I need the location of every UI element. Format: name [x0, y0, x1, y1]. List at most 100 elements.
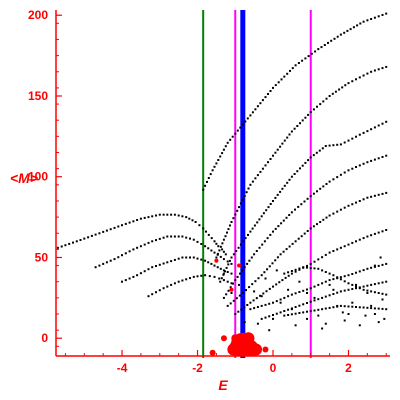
- data-point: [121, 280, 123, 283]
- data-point: [228, 259, 231, 262]
- data-point: [252, 299, 255, 302]
- data-point: [373, 313, 376, 315]
- data-point: [300, 203, 303, 206]
- data-point: [277, 225, 280, 228]
- data-point: [155, 214, 157, 217]
- data-point: [377, 307, 380, 310]
- data-point: [219, 267, 222, 270]
- data-point: [339, 33, 342, 36]
- data-point: [310, 52, 313, 55]
- data-point: [196, 257, 199, 260]
- data-point: [254, 280, 257, 283]
- data-point: [321, 308, 324, 311]
- data-point: [236, 209, 239, 212]
- data-point: [213, 251, 216, 254]
- data-point: [314, 50, 317, 53]
- data-point: [366, 19, 369, 22]
- data-point: [358, 306, 361, 309]
- data-point: [216, 252, 219, 255]
- data-point: [224, 145, 227, 148]
- data-point: [60, 245, 63, 248]
- data-point: [262, 292, 265, 295]
- data-point: [246, 117, 249, 120]
- data-point: [177, 257, 180, 260]
- data-point: [230, 262, 233, 265]
- data-point: [208, 275, 211, 278]
- data-point: [224, 253, 227, 256]
- data-point: [275, 312, 278, 315]
- data-point: [309, 262, 312, 265]
- data-point: [109, 259, 112, 262]
- data-point: [121, 254, 123, 257]
- data-point: [343, 289, 346, 292]
- highlight-points: [209, 258, 269, 357]
- highlight-point: [209, 349, 216, 356]
- data-point: [298, 268, 301, 271]
- data-point: [366, 161, 369, 164]
- data-point: [232, 217, 235, 220]
- data-point: [244, 237, 247, 240]
- data-point: [381, 156, 384, 158]
- data-point: [325, 183, 328, 185]
- data-point: [155, 239, 157, 242]
- data-point: [204, 245, 207, 248]
- data-point: [98, 264, 101, 267]
- data-point: [328, 306, 331, 309]
- data-point: [278, 281, 281, 284]
- data-point: [381, 230, 384, 233]
- data-point: [332, 306, 335, 309]
- data-point: [349, 28, 352, 31]
- data-point: [355, 271, 357, 274]
- data-point: [286, 181, 289, 184]
- highlight-point: [229, 287, 234, 292]
- data-point: [162, 236, 165, 239]
- data-point: [287, 288, 290, 291]
- data-point: [170, 260, 173, 263]
- data-point: [136, 219, 139, 221]
- data-point: [162, 262, 165, 265]
- data-point: [262, 212, 265, 215]
- data-point: [280, 78, 283, 81]
- data-point: [132, 275, 135, 278]
- data-point: [207, 233, 210, 236]
- data-point: [283, 184, 286, 187]
- data-point: [355, 135, 357, 138]
- data-point: [151, 215, 154, 218]
- data-point: [385, 308, 388, 311]
- data-point: [303, 232, 306, 235]
- data-point: [296, 125, 299, 127]
- data-point: [224, 270, 226, 273]
- data-point: [261, 167, 264, 170]
- data-point: [317, 298, 320, 301]
- data-point: [298, 312, 301, 314]
- data-point: [132, 220, 135, 223]
- data-point: [289, 69, 291, 72]
- data-point: [287, 308, 290, 311]
- data-point: [362, 288, 365, 291]
- data-point: [373, 291, 376, 294]
- data-point: [328, 294, 331, 297]
- data-point: [300, 235, 303, 238]
- data-point: [336, 176, 339, 179]
- data-point: [147, 241, 150, 244]
- data-point: [136, 246, 139, 249]
- data-point: [139, 245, 142, 248]
- data-point: [366, 289, 369, 292]
- data-point: [294, 324, 297, 327]
- data-point: [328, 214, 331, 217]
- data-point: [339, 246, 342, 249]
- data-point: [272, 230, 274, 233]
- data-point: [358, 76, 361, 79]
- data-point: [334, 90, 337, 93]
- data-point: [339, 278, 342, 281]
- data-point: [151, 240, 154, 243]
- data-point: [56, 246, 59, 249]
- data-point: [356, 24, 359, 27]
- data-point: [355, 166, 357, 168]
- data-point: [293, 173, 296, 175]
- data-point: [147, 216, 150, 219]
- data-point: [336, 35, 339, 38]
- data-point: [147, 295, 150, 298]
- data-point: [359, 22, 362, 25]
- data-point: [307, 159, 310, 162]
